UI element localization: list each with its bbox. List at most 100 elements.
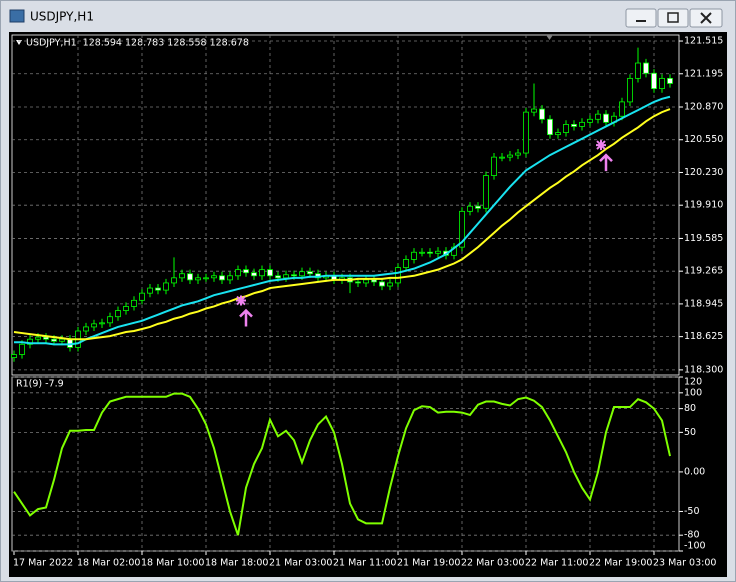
candle-body <box>131 299 137 307</box>
y-tick-label: 50 <box>684 427 696 438</box>
candle-body <box>643 62 649 74</box>
candle-body <box>219 275 225 281</box>
chart-header: USDJPY,H1 128.594 128.783 128.558 128.67… <box>26 38 249 49</box>
candle-body <box>659 77 665 89</box>
candle-body <box>491 156 497 176</box>
shift-marker[interactable] <box>546 35 553 40</box>
window-buttons[interactable] <box>625 8 723 28</box>
candle-body <box>379 281 385 287</box>
candle-body <box>59 338 65 342</box>
candle-body <box>571 123 577 127</box>
window-icon <box>9 9 25 23</box>
candle-body <box>243 269 249 274</box>
candle-body <box>475 205 481 209</box>
line-series <box>13 392 671 536</box>
candle-body <box>147 287 153 294</box>
candle-body <box>27 338 33 345</box>
candle-body <box>595 113 601 120</box>
y-tick-label: -100 <box>684 541 706 552</box>
y-tick-label: 119.910 <box>684 200 723 211</box>
signal-star <box>236 295 246 306</box>
x-tick-label: 22 Mar 03:00 <box>461 558 524 569</box>
candle-body <box>483 175 489 209</box>
candle-body <box>171 277 177 284</box>
candle-body <box>363 279 369 284</box>
candle-body <box>395 267 401 284</box>
x-tick-label: 22 Mar 19:00 <box>589 558 652 569</box>
candle-body <box>531 108 537 113</box>
line-series <box>14 95 671 346</box>
candle-body <box>203 277 209 280</box>
candle-body <box>563 123 569 133</box>
candle-body <box>419 251 425 254</box>
x-tick-label: 21 Mar 11:00 <box>333 558 396 569</box>
close-icon <box>700 12 712 24</box>
candle-body <box>555 132 561 136</box>
candle-body <box>179 273 185 279</box>
candle-body <box>467 205 473 212</box>
candle-body <box>635 62 641 79</box>
minimize-button[interactable] <box>625 8 657 28</box>
candle-body <box>163 282 169 291</box>
candle-body <box>515 152 521 156</box>
candle-body <box>499 156 505 159</box>
candle-body <box>435 250 441 254</box>
signal-arrow <box>239 308 253 327</box>
candle-body <box>299 271 305 277</box>
candle-body <box>371 279 377 283</box>
candle-body <box>579 121 585 127</box>
y-tick-label: 120.230 <box>684 167 723 178</box>
candle-body <box>627 77 633 103</box>
candle-body <box>19 343 25 355</box>
candle-body <box>115 310 121 318</box>
signal-star <box>596 140 606 151</box>
candle-body <box>11 354 17 359</box>
signal-arrow <box>599 153 613 172</box>
candle-body <box>195 277 201 281</box>
candle-body <box>307 271 313 275</box>
y-tick-label: 120 <box>684 377 702 388</box>
y-tick-label: -50 <box>684 506 700 517</box>
candle-body <box>267 269 273 277</box>
y-tick-label: 120.550 <box>684 134 723 145</box>
x-tick-label: 21 Mar 03:00 <box>269 558 332 569</box>
y-tick-label: 119.265 <box>684 266 723 277</box>
candle-body <box>251 272 257 277</box>
candle-body <box>411 251 417 260</box>
y-tick-label: 80 <box>684 403 696 414</box>
candle-body <box>211 275 217 279</box>
candle-body <box>507 154 513 158</box>
y-tick-label: 119.585 <box>684 233 723 244</box>
y-tick-label: 121.195 <box>684 68 723 79</box>
candle-body <box>83 326 89 332</box>
candle-body <box>291 274 297 277</box>
candle-body <box>99 322 105 325</box>
y-tick-label: 118.300 <box>684 364 723 375</box>
candle-body <box>603 113 609 123</box>
candle-body <box>227 275 233 281</box>
window-title: USDJPY,H1 <box>30 10 94 24</box>
x-tick-label: 18 Mar 02:00 <box>77 558 140 569</box>
maximize-button[interactable] <box>657 8 689 28</box>
candle-body <box>123 306 129 311</box>
candle-body <box>619 101 625 117</box>
candle-body <box>587 118 593 123</box>
chart-area <box>9 32 727 577</box>
x-tick-label: 18 Mar 18:00 <box>205 558 268 569</box>
x-tick-label: 18 Mar 10:00 <box>141 558 204 569</box>
y-tick-label: 121.515 <box>684 36 723 47</box>
y-tick-label: 100 <box>684 387 702 398</box>
x-tick-label: 17 Mar 2022 <box>13 558 73 569</box>
candle-body <box>35 336 41 340</box>
candle-body <box>275 275 281 279</box>
y-tick-label: 118.625 <box>684 331 723 342</box>
candle-body <box>107 316 113 324</box>
candle-body <box>51 338 57 342</box>
candle-body <box>187 273 193 281</box>
y-tick-label: -80 <box>684 530 700 541</box>
candle-body <box>235 269 241 277</box>
y-tick-label: 118.945 <box>684 298 723 309</box>
candle-body <box>139 292 145 301</box>
line-series <box>13 108 671 341</box>
